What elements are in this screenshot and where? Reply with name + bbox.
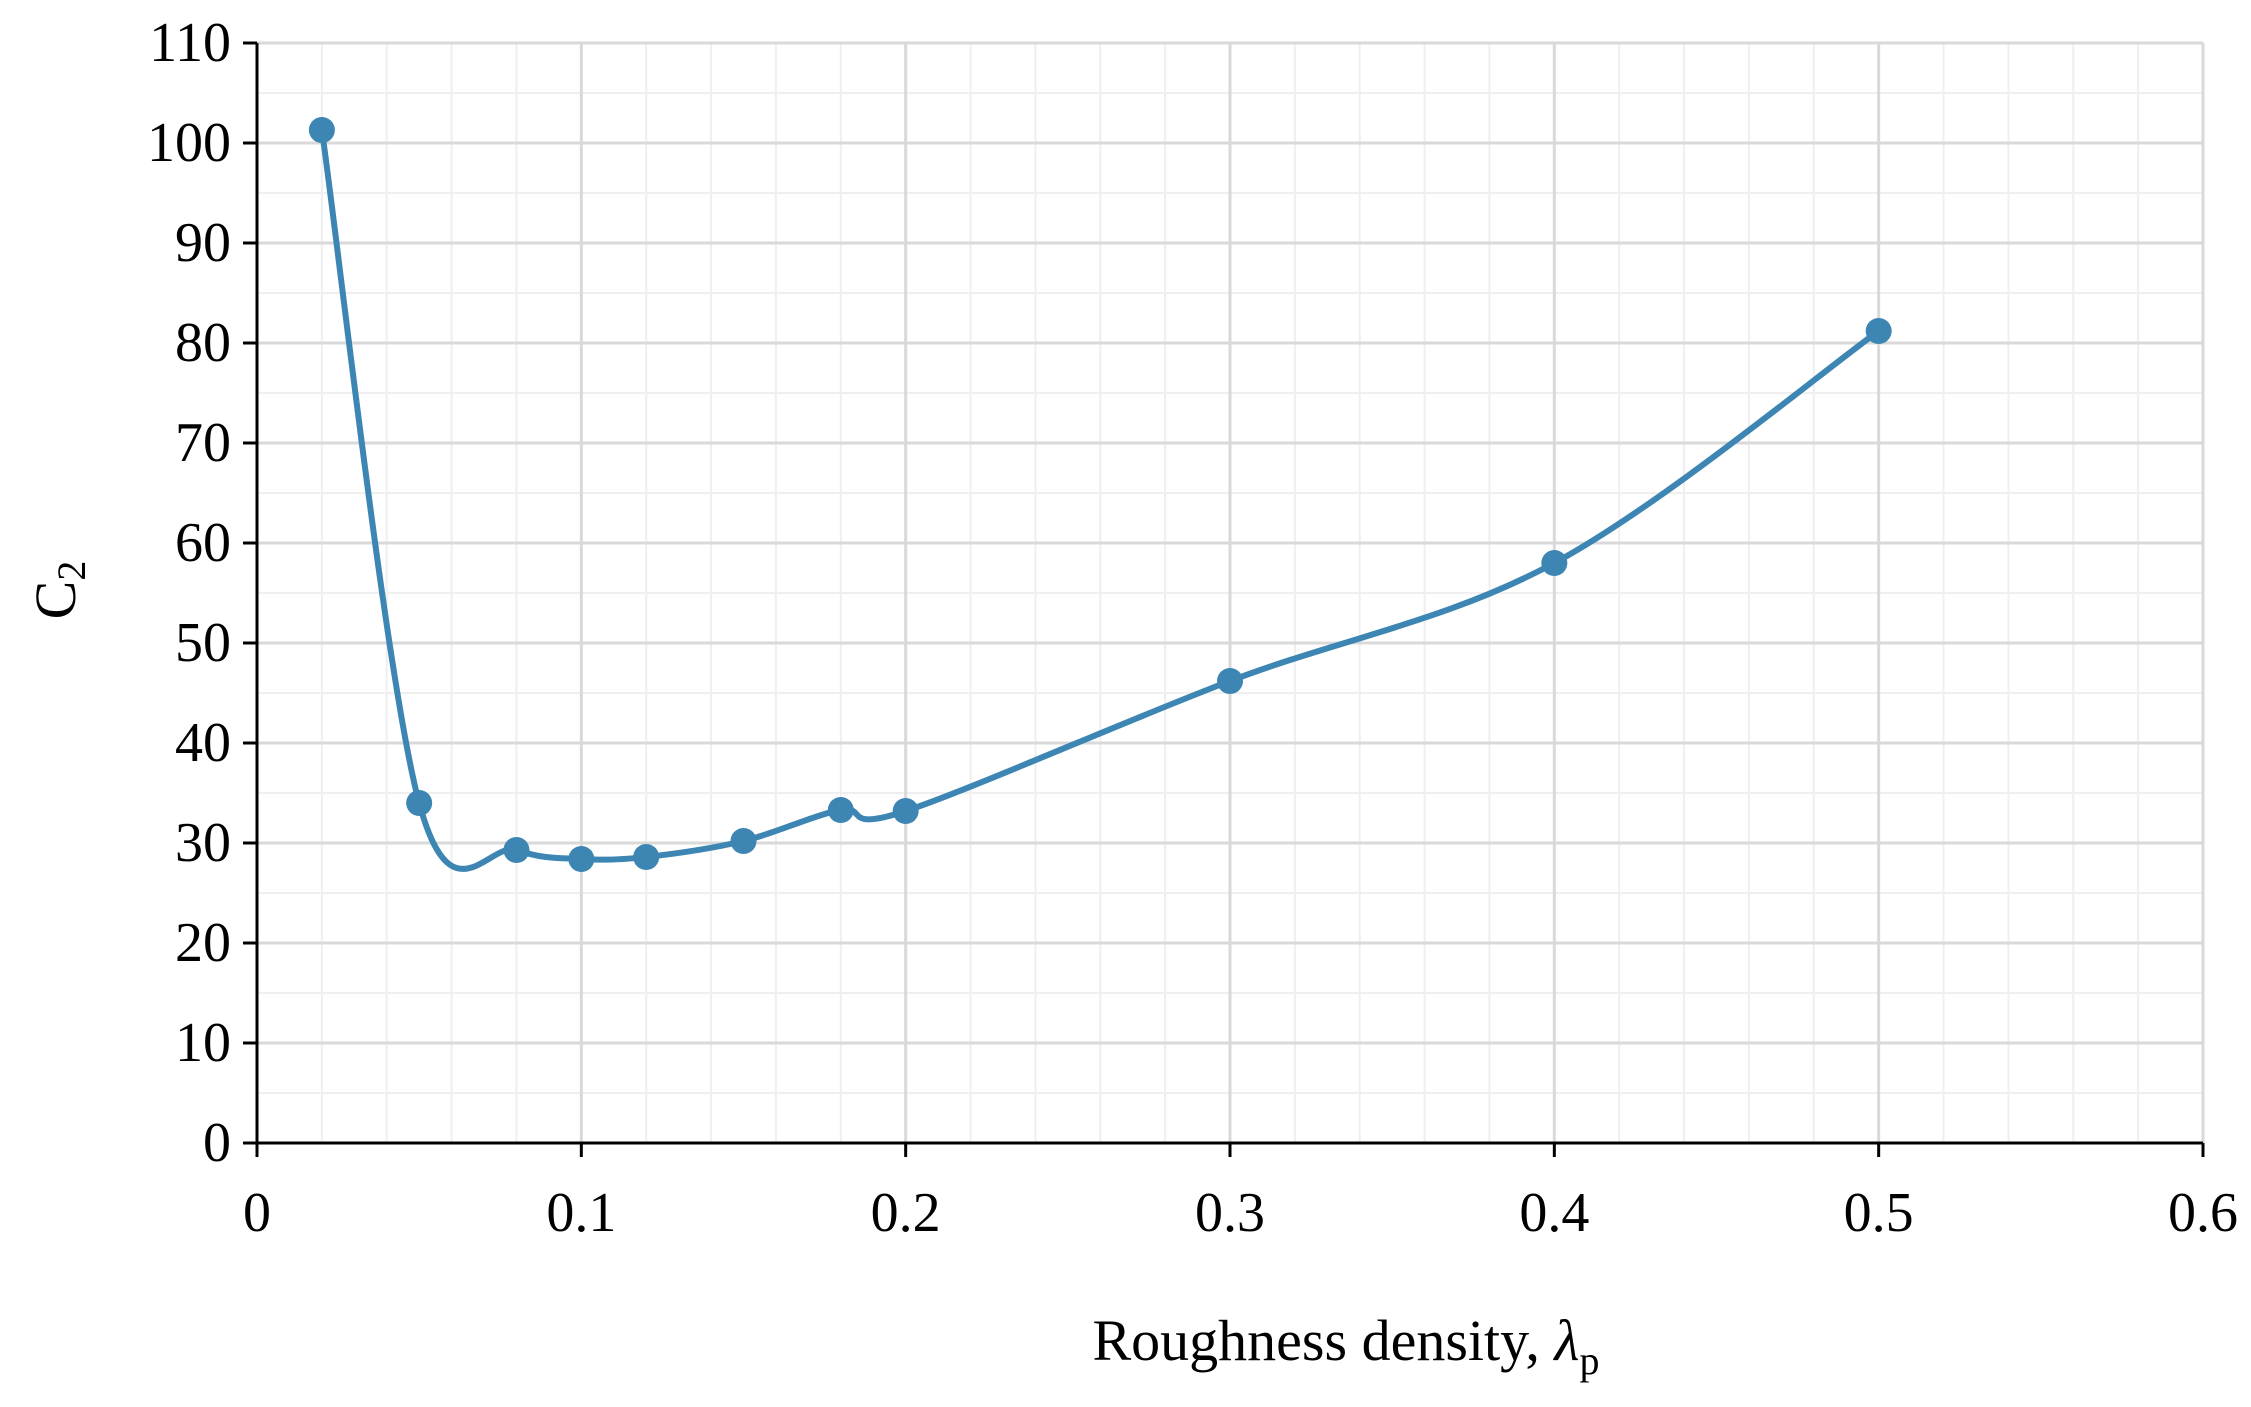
x-tick-label: 0.6: [2168, 1182, 2238, 1244]
y-axis-label-subscript: 2: [49, 561, 94, 581]
data-point: [633, 844, 660, 870]
y-axis-ticks: 0 10 20 30 40 50 60 70 80 90 100 110: [147, 12, 257, 1174]
data-point: [503, 837, 530, 863]
series-layer: [308, 117, 1892, 872]
x-tick-label: 0: [243, 1182, 271, 1244]
y-axis-label-text: C: [23, 581, 88, 620]
y-tick-label: 20: [175, 912, 231, 974]
y-tick-label: 90: [175, 212, 231, 274]
x-axis-label-subscript: p: [1579, 1338, 1599, 1383]
x-tick-label: 0.4: [1519, 1182, 1589, 1244]
x-tick-label: 0.3: [1195, 1182, 1265, 1244]
y-tick-label: 30: [175, 812, 231, 874]
data-point: [892, 798, 919, 824]
y-axis-label: C2: [23, 561, 94, 620]
y-tick-label: 50: [175, 612, 231, 674]
data-point: [1541, 550, 1568, 576]
y-tick-label: 80: [175, 312, 231, 374]
data-point: [406, 790, 433, 816]
data-point: [827, 797, 854, 823]
y-tick-label: 60: [175, 512, 231, 574]
x-axis-label-text: Roughness density,: [1093, 1308, 1555, 1373]
data-point: [308, 117, 335, 143]
x-axis-label: Roughness density, λp: [1093, 1308, 1600, 1383]
y-tick-label: 40: [175, 712, 231, 774]
y-tick-label: 70: [175, 412, 231, 474]
x-tick-label: 0.2: [871, 1182, 941, 1244]
y-tick-label: 0: [203, 1112, 231, 1174]
x-tick-label: 0.1: [546, 1182, 616, 1244]
data-point: [568, 846, 595, 872]
y-tick-label: 100: [147, 112, 231, 174]
y-tick-label: 10: [175, 1012, 231, 1074]
x-axis-label-symbol: λ: [1552, 1308, 1579, 1373]
data-point: [730, 828, 757, 854]
data-point: [1217, 668, 1243, 694]
data-point: [1865, 318, 1892, 344]
y-tick-label: 110: [149, 12, 231, 74]
x-tick-label: 0.5: [1844, 1182, 1914, 1244]
x-axis-ticks: 0 0.1 0.2 0.3 0.4 0.5 0.6: [243, 1143, 2238, 1244]
